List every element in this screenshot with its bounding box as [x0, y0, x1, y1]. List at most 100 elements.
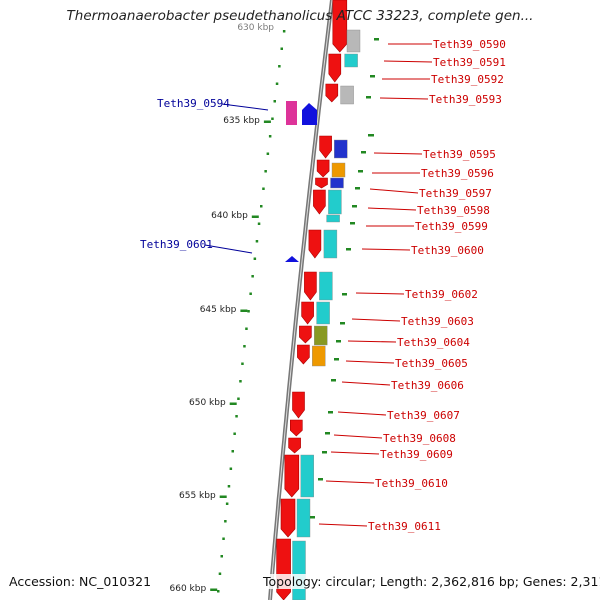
forward-gene-arrow	[315, 177, 328, 189]
ring-dot	[243, 345, 246, 348]
forward-gene-arrow	[299, 325, 312, 344]
cog-block	[328, 189, 342, 215]
forward-gene-label: Teth39_0604	[397, 336, 470, 349]
cog-block	[340, 85, 354, 105]
ring-dot	[249, 292, 252, 295]
ring-dot	[282, 30, 286, 33]
forward-gene-arrow	[280, 498, 296, 538]
position-mark	[355, 187, 360, 190]
ring-dot	[222, 537, 225, 540]
gene-label-leader	[341, 381, 391, 386]
ring-dot	[217, 590, 220, 593]
position-mark	[328, 411, 333, 414]
forward-gene-arrow	[319, 135, 332, 159]
ring-dot	[241, 362, 244, 365]
gene-label-leader	[221, 103, 269, 111]
ring-dot	[268, 135, 272, 138]
forward-gene-label: Teth39_0590	[433, 38, 506, 51]
cog-block	[323, 229, 338, 259]
forward-gene-arrow	[304, 271, 317, 301]
ring-dot	[262, 187, 265, 190]
genome-backbone-highlight	[269, 0, 333, 600]
forward-gene-arrow	[328, 53, 342, 83]
forward-gene-label: Teth39_0605	[395, 357, 468, 370]
gene-label-leader	[361, 248, 411, 251]
forward-gene-label: Teth39_0591	[433, 56, 506, 69]
position-mark	[340, 322, 345, 325]
forward-gene-label: Teth39_0599	[415, 220, 488, 233]
cog-block	[346, 29, 361, 53]
cog-block	[331, 162, 346, 178]
scale-tick	[251, 215, 259, 218]
gene-label-leader	[318, 523, 368, 527]
forward-gene-label: Teth39_0608	[383, 432, 456, 445]
gene-label-leader	[369, 188, 419, 194]
cog-block	[300, 454, 314, 498]
ring-dot	[280, 47, 283, 50]
reverse-gene-label: Teth39_0601	[140, 238, 213, 251]
cog-block	[334, 139, 348, 159]
gene-label-leader	[379, 97, 429, 100]
gene-label-leader	[204, 244, 253, 254]
scale-tick	[229, 402, 237, 405]
cog-block	[312, 345, 326, 367]
cog-block	[314, 325, 328, 346]
cog-block	[316, 301, 330, 325]
position-mark	[331, 379, 336, 382]
scale-label: 645 kbp	[200, 305, 237, 315]
cog-block	[296, 498, 311, 538]
position-mark	[374, 38, 379, 41]
gene-label-leader	[347, 340, 397, 343]
reverse-gene-arrow	[302, 103, 317, 125]
ring-dot	[225, 502, 229, 505]
scale-label: 650 kbp	[189, 398, 226, 408]
reverse-gene-label: Teth39_0594	[157, 97, 230, 110]
scale-tick	[210, 588, 218, 591]
ring-dot	[266, 152, 270, 155]
gene-label-leader	[373, 152, 423, 155]
forward-gene-label: Teth39_0607	[387, 409, 460, 422]
ring-dot	[237, 397, 240, 400]
scale-tick	[263, 120, 271, 123]
forward-gene-label: Teth39_0593	[429, 93, 502, 106]
forward-gene-arrow	[313, 189, 326, 215]
ring-dot	[278, 65, 281, 68]
forward-gene-arrow	[316, 159, 330, 178]
cog-block	[326, 214, 340, 223]
forward-gene-label: Teth39_0597	[419, 187, 492, 200]
map-title: Thermoanaerobacter pseudethanolicus ATCC…	[66, 8, 534, 24]
gene-label-leader	[383, 60, 433, 63]
forward-gene-label: Teth39_0598	[417, 204, 490, 217]
forward-gene-label: Teth39_0611	[368, 520, 441, 533]
position-mark	[334, 358, 339, 361]
cog-block	[292, 540, 306, 600]
forward-gene-arrow	[332, 0, 348, 53]
ring-dot	[231, 450, 234, 453]
forward-gene-label: Teth39_0606	[391, 379, 464, 392]
gene-label-leader	[325, 480, 375, 484]
forward-gene-label: Teth39_0603	[401, 315, 474, 328]
position-mark	[346, 248, 351, 251]
forward-gene-arrow	[276, 538, 291, 600]
forward-gene-arrow	[290, 419, 303, 437]
scale-label: 640 kbp	[211, 211, 248, 221]
ring-dot	[220, 555, 223, 558]
forward-gene-label: Teth39_0592	[431, 73, 504, 86]
ring-dot	[245, 327, 248, 330]
ring-dot	[218, 572, 222, 575]
forward-gene-arrow	[297, 344, 310, 365]
position-mark	[358, 170, 363, 173]
accession-label: Accession: NC_010321	[9, 574, 152, 589]
forward-gene-label: Teth39_0600	[411, 244, 484, 257]
topology-label: Topology: circular; Length: 2,362,816 bp…	[261, 574, 600, 589]
ring-dot	[224, 520, 227, 523]
ring-dot	[247, 310, 250, 313]
ring-dot	[229, 467, 233, 470]
position-mark	[368, 134, 374, 137]
forward-gene-label: Teth39_0596	[421, 167, 494, 180]
forward-gene-arrow	[308, 229, 322, 259]
forward-gene-label: Teth39_0602	[405, 288, 478, 301]
gene-label-leader	[330, 451, 380, 455]
position-mark	[366, 96, 371, 99]
